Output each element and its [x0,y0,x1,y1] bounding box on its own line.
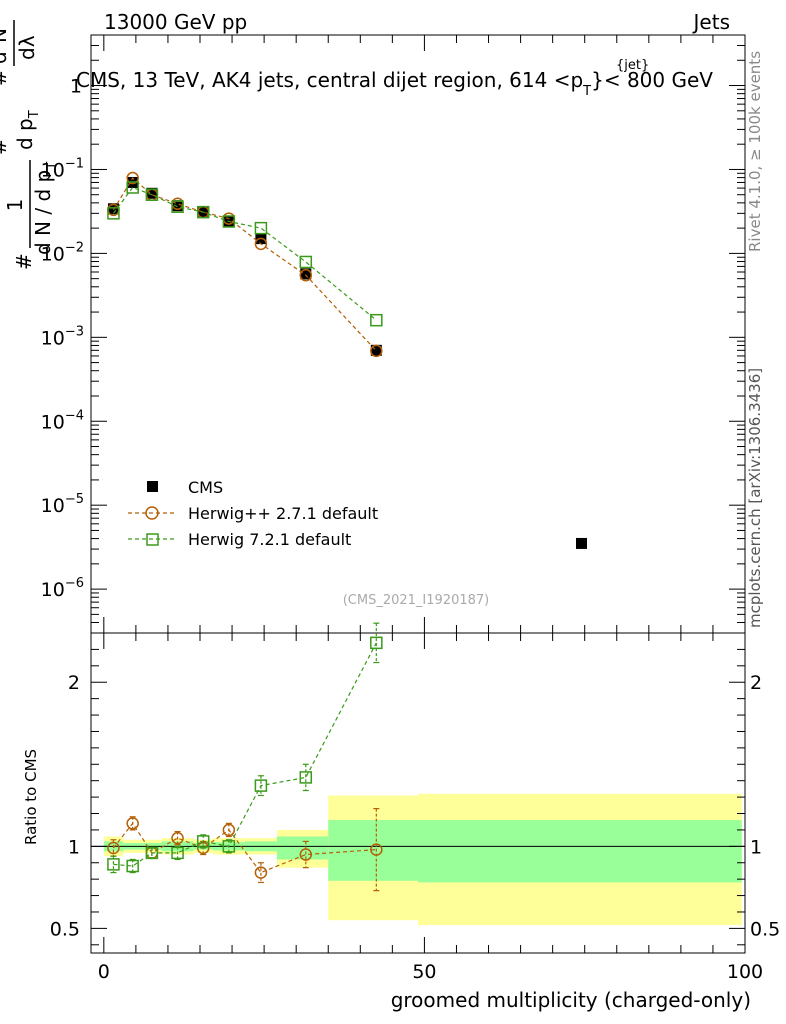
main-ytick-label: 10−6 [41,576,84,601]
main-ytick-label: 10−3 [41,324,84,349]
ratio-xtick-label: 100 [727,961,763,983]
herwig7-line [113,187,376,320]
ratio-ytick-label-right: 2 [750,672,762,694]
ratio-ytick-label-right: 1 [750,836,762,858]
main-ytick-label: 10−5 [41,492,84,517]
herwig7-point [300,256,311,267]
ratio-ytick-label-right: 0.5 [750,918,780,940]
cms-band-inner [418,820,742,882]
ylabel-dlambda: dλ [15,35,39,60]
main-ytick-label: 10−4 [41,408,84,433]
cms-point [576,538,587,549]
legend: CMS Herwig++ 2.7.1 default Herwig 7.2.1 … [128,478,378,549]
legend-cms-marker [147,481,158,492]
ylabel-one: 1 [3,199,27,212]
energy-label: 13000 GeV pp [104,10,247,34]
ratio-xtick-label: 0 [98,961,110,983]
ratio-ytick-label: 1 [68,836,80,858]
ylabel-d2n: d2N [0,28,11,64]
ylabel-dpt: d pT [13,110,42,150]
ratio-ytick-label: 2 [68,672,80,694]
ratio-panel: 0.5 0.5 1 1 2 2 0 50 100 [50,623,780,983]
herwigpp-line [113,178,376,351]
main-ylabel: # 1 d N / d pT # d pT # d2N dλ [0,20,60,270]
legend-cms-label: CMS [188,478,223,497]
ratio-ylabel: Ratio to CMS [22,749,40,845]
ylabel-hash-2: # [0,138,11,155]
rivet-version: Rivet 4.1.0, ≥ 100k events [746,51,764,252]
plot-title-text: CMS, 13 TeV, AK4 jets, central dijet reg… [76,68,583,92]
plot-canvas: 13000 GeV pp Jets 10−610−510−410−310−210… [0,0,786,1024]
legend-herwigpp-label: Herwig++ 2.7.1 default [188,504,378,523]
plot-title-end: }< 800 GeV [591,68,713,92]
ratio-xtick-label: 50 [412,961,436,983]
ratio-xlabel: groomed multiplicity (charged-only) [391,988,751,1012]
category-label: Jets [692,10,730,34]
plot-title-sub: T [582,84,591,99]
ratio-ytick-label: 0.5 [50,918,80,940]
mcplots-credit: mcplots.cern.ch [arXiv:1306.3436] [746,368,764,628]
ylabel-hash-3: # [0,69,11,86]
analysis-id: (CMS_2021_I1920187) [343,593,490,608]
plot-title-sup: {jet} [616,58,649,73]
herwig7-point [255,223,266,234]
legend-herwig7-label: Herwig 7.2.1 default [188,530,351,549]
